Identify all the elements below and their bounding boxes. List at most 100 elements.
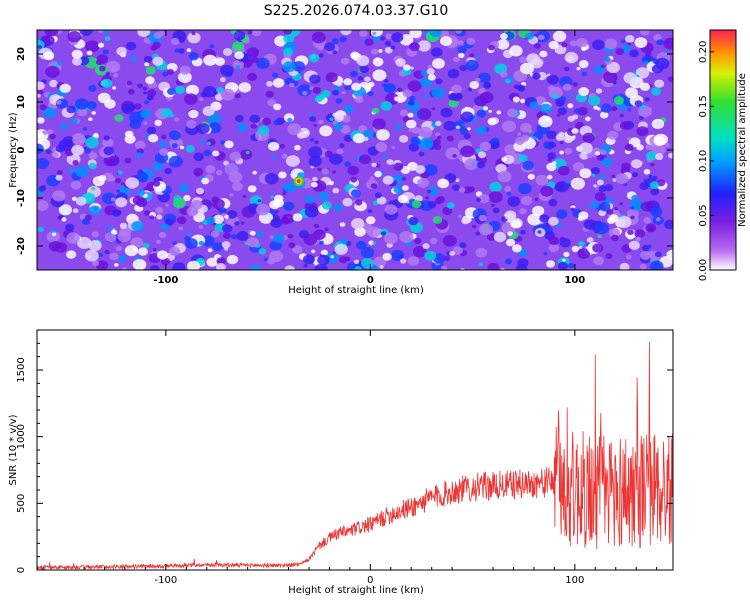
spectrogram-cell (353, 259, 360, 264)
spectrogram-cell (408, 100, 415, 106)
spectrogram-cell (88, 84, 97, 92)
spectrogram-cell (185, 145, 195, 153)
spectrogram-cell (429, 237, 438, 245)
spectrogram-cell (159, 140, 168, 148)
spectrogram-cell (221, 213, 226, 217)
spectrogram-cell (611, 106, 618, 112)
spectrogram-cell (187, 32, 201, 44)
spectrogram-cell (332, 187, 340, 194)
spectrogram-cell (257, 199, 262, 203)
spectrogram-cell (147, 89, 157, 97)
spectrogram-cell (411, 126, 421, 134)
spectrogram-cell (72, 160, 79, 166)
spectrogram-cell (655, 153, 664, 161)
spectrogram-cell (627, 137, 632, 141)
spectrogram-cell (262, 117, 272, 126)
spectrogram-cell (223, 232, 231, 239)
spectrogram-cell (58, 204, 72, 216)
spectrogram-cell (603, 71, 618, 83)
spectrogram-cell (212, 90, 218, 95)
top-x-tick-label: 0 (367, 275, 374, 286)
spectrogram-cell (477, 151, 487, 159)
spectrogram-cell (232, 182, 243, 192)
spectrogram-cell (132, 195, 145, 206)
spectrogram-cell (308, 155, 322, 167)
spectrogram-cell (112, 86, 117, 90)
top-x-tick-label: 100 (564, 275, 585, 286)
spectrogram-cell (397, 87, 403, 93)
spectrogram-cell (258, 248, 267, 255)
spectrogram-cell (627, 42, 632, 46)
spectrogram-cell (437, 135, 442, 140)
spectrogram-cell (110, 229, 118, 236)
spectrogram-cell (328, 180, 334, 186)
spectrogram-cell (200, 91, 208, 98)
spectrogram-cell (173, 197, 186, 209)
spectrogram-cell (267, 257, 276, 265)
spectrogram-cell (517, 84, 526, 92)
spectrogram-cell (128, 89, 135, 95)
spectrogram-cell (561, 42, 568, 48)
spectrogram-cell (520, 98, 526, 104)
top-y-axis-label: Frequency (Hz) (8, 112, 19, 188)
spectrogram-cell (639, 263, 647, 270)
spectrogram-cell (600, 149, 607, 155)
spectrogram-cell (232, 41, 245, 52)
spectrogram-cell (52, 190, 66, 202)
spectrogram-cell (452, 246, 463, 255)
spectrogram-cell (317, 45, 324, 51)
top-y-tick-label: -20 (16, 237, 27, 255)
spectrogram-cell (370, 30, 383, 37)
spectrogram-cell (145, 76, 155, 85)
spectrogram-cell (651, 118, 665, 130)
bottom-y-tick-label: 500 (16, 494, 27, 513)
spectrogram-cell (652, 175, 658, 181)
chart-title: S225.2026.074.03.37.G10 (264, 3, 449, 19)
spectrogram-cell (568, 263, 575, 269)
bottom-y-tick-label: 0 (16, 567, 27, 573)
spectrogram-cell (72, 57, 82, 66)
spectrogram-cell (539, 214, 550, 223)
spectrogram-cell (46, 129, 54, 135)
spectrogram-cell (375, 142, 388, 153)
spectrogram-cell (264, 173, 279, 185)
spectrogram-cell (339, 36, 347, 43)
spectrogram-cell (313, 123, 318, 127)
spectrogram-cell (334, 114, 344, 122)
spectrogram-cell (209, 44, 215, 49)
spectrogram-cell (152, 180, 161, 187)
spectrogram-cell (459, 243, 465, 248)
spectrogram-cell (604, 184, 614, 192)
spectrogram-cell (184, 93, 198, 105)
spectrogram-cell (249, 195, 263, 206)
spectrogram-cell (447, 68, 460, 79)
spectrogram-cell (246, 47, 259, 58)
spectrogram-cell (391, 32, 404, 43)
spectrogram-cell (606, 208, 614, 215)
colorbar-tick-label: 0.15 (698, 95, 709, 117)
spectrogram-cell (110, 66, 118, 73)
spectrogram-cell (390, 45, 396, 50)
spectrogram-cell (131, 221, 145, 232)
spectrogram-cell (203, 149, 212, 157)
spectrogram-cell (314, 263, 328, 270)
spectrogram-cell (198, 225, 203, 229)
spectrogram-cell (570, 177, 585, 190)
spectrogram-cell (216, 169, 223, 176)
spectrogram-cell (464, 158, 479, 170)
spectrogram-cell (489, 181, 502, 193)
spectrogram-cell (92, 176, 105, 187)
spectrogram-cell (150, 265, 160, 270)
spectrogram-cell (118, 254, 127, 262)
spectrogram-cell (623, 182, 628, 187)
top-y-ticks: -20 -10 0 10 20 (16, 47, 673, 255)
spectrogram-cell (399, 135, 409, 143)
spectrogram-cell (649, 162, 655, 167)
spectrogram-cell (654, 251, 662, 258)
spectrogram-cell (548, 243, 560, 253)
spectrogram-cell (597, 107, 601, 111)
spectrogram-cell (257, 125, 270, 136)
spectrogram-cell (475, 231, 480, 236)
spectrogram-cell (457, 214, 462, 218)
spectrogram-cell (572, 82, 578, 87)
